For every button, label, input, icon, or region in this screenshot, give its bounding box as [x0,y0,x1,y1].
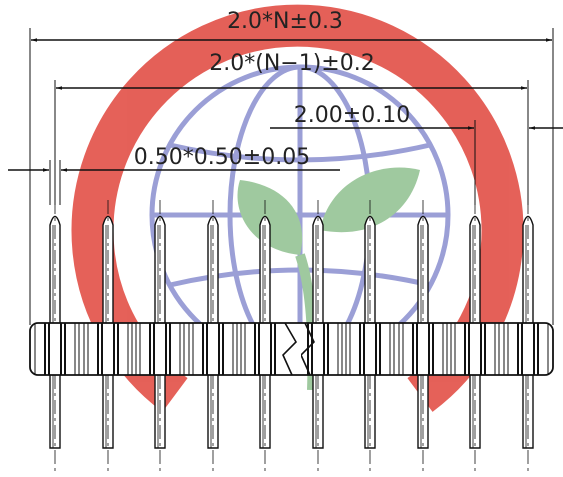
dimension-label: 2.0*N±0.3 [227,9,343,34]
break-mark [300,322,315,376]
break-gap [297,324,301,374]
dimension-label: 0.50*0.50±0.05 [134,145,310,170]
dimension-lines [8,28,563,325]
dimension-label: 2.00±0.10 [294,103,410,128]
dimension-label: 2.0*(N−1)±0.2 [209,51,374,76]
break-mark [282,322,298,376]
pin-header [29,200,554,472]
housing [29,322,554,376]
